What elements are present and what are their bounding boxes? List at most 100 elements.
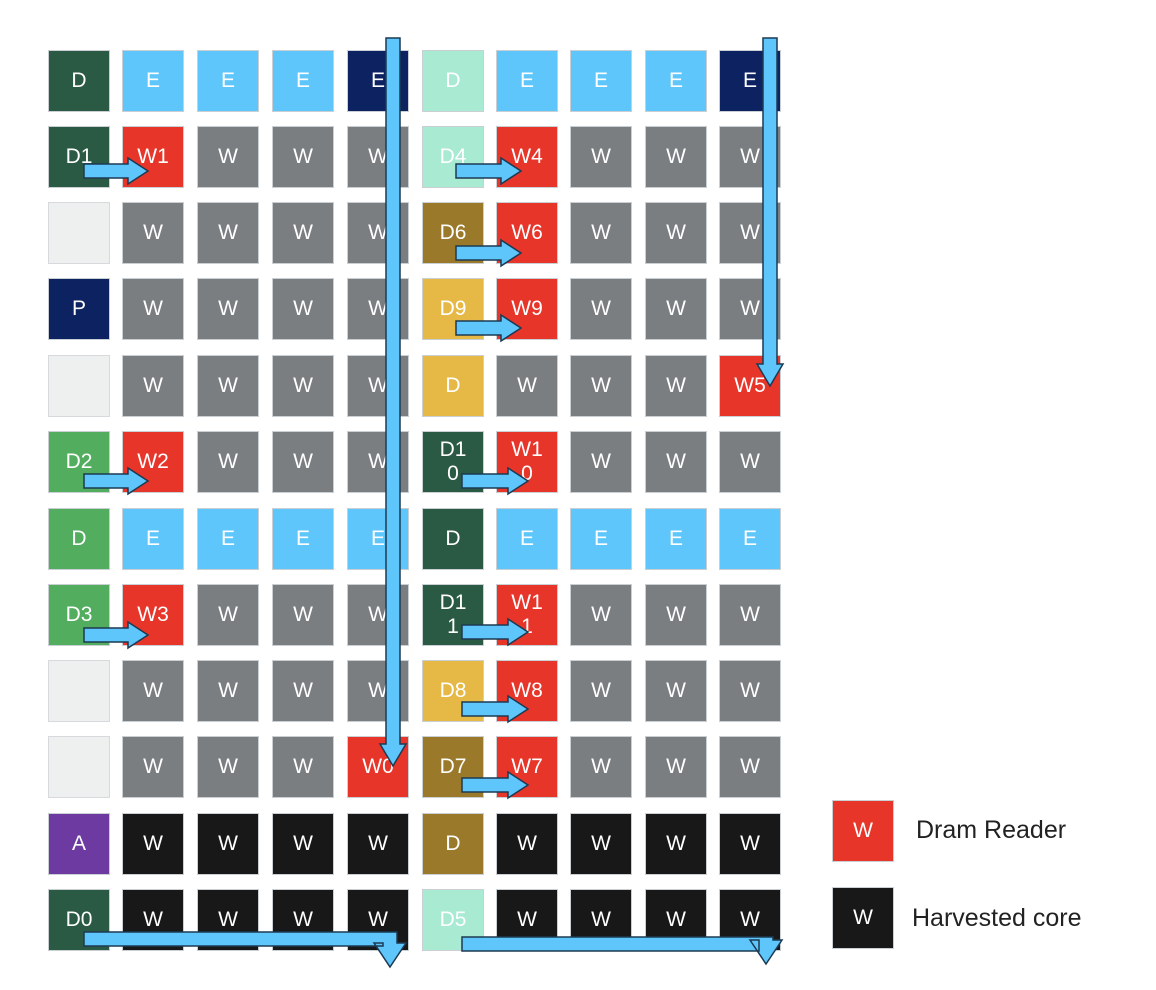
core-label: W5 (734, 374, 766, 397)
core-cell-r10-c4: W (347, 813, 409, 875)
core-label: W4 (511, 145, 543, 168)
core-label: W (591, 450, 611, 473)
core-cell-r2-c7: W (570, 202, 632, 264)
core-cell-r7-c1: W3 (122, 584, 184, 646)
core-label: D7 (439, 755, 467, 778)
core-label: D (445, 69, 461, 92)
core-cell-r8-c8: W (645, 660, 707, 722)
core-cell-r4-c2: W (197, 355, 259, 417)
core-cell-r9-c1: W (122, 736, 184, 798)
core-label: E (220, 69, 235, 92)
core-label: E (145, 527, 160, 550)
core-cell-r7-c8: W (645, 584, 707, 646)
core-cell-r11-c5: D5 (422, 889, 484, 951)
core-label: W (666, 374, 686, 397)
core-label: W (218, 145, 238, 168)
core-cell-r0-c0: D (48, 50, 110, 112)
core-label: W (368, 145, 388, 168)
core-cell-r1-c7: W (570, 126, 632, 188)
core-cell-r5-c1: W2 (122, 431, 184, 493)
core-cell-r0-c8: E (645, 50, 707, 112)
core-cell-r0-c6: E (496, 50, 558, 112)
core-cell-r2-c0 (48, 202, 110, 264)
core-cell-r1-c0: D1 (48, 126, 110, 188)
core-cell-r8-c4: W (347, 660, 409, 722)
core-cell-r11-c3: W (272, 889, 334, 951)
core-label: W7 (511, 755, 543, 778)
core-cell-r4-c5: D (422, 355, 484, 417)
core-cell-r3-c8: W (645, 278, 707, 340)
core-cell-r10-c0: A (48, 813, 110, 875)
core-label: W (293, 374, 313, 397)
core-cell-r10-c6: W (496, 813, 558, 875)
core-cell-r0-c3: E (272, 50, 334, 112)
core-label: D5 (439, 908, 467, 931)
core-cell-r1-c3: W (272, 126, 334, 188)
core-cell-r11-c7: W (570, 889, 632, 951)
core-cell-r4-c6: W (496, 355, 558, 417)
core-label: W (218, 603, 238, 626)
legend-label-harvested-core: Harvested core (912, 904, 1082, 932)
core-label: W (218, 832, 238, 855)
core-label: W (368, 374, 388, 397)
core-cell-r4-c7: W (570, 355, 632, 417)
core-cell-r2-c8: W (645, 202, 707, 264)
core-cell-r7-c9: W (719, 584, 781, 646)
core-cell-r3-c6: W9 (496, 278, 558, 340)
core-label: D (445, 832, 461, 855)
core-label: W (218, 374, 238, 397)
core-cell-r3-c7: W (570, 278, 632, 340)
core-label: W6 (511, 221, 543, 244)
core-label: A (71, 832, 86, 855)
core-cell-r6-c0: D (48, 508, 110, 570)
legend-label-dram-reader: Dram Reader (916, 816, 1067, 844)
core-cell-r5-c3: W (272, 431, 334, 493)
core-cell-r3-c9: W (719, 278, 781, 340)
core-cell-r7-c2: W (197, 584, 259, 646)
core-cell-r1-c4: W (347, 126, 409, 188)
core-label: E (668, 69, 683, 92)
core-label: W (143, 755, 163, 778)
core-label: W (218, 908, 238, 931)
core-cell-r9-c2: W (197, 736, 259, 798)
core-cell-r7-c0: D3 (48, 584, 110, 646)
core-label: W (591, 679, 611, 702)
core-cell-r11-c9: W (719, 889, 781, 951)
core-cell-r2-c9: W (719, 202, 781, 264)
core-label: W (368, 603, 388, 626)
core-cell-r4-c1: W (122, 355, 184, 417)
core-cell-r4-c3: W (272, 355, 334, 417)
core-label: W (368, 297, 388, 320)
core-cell-r5-c2: W (197, 431, 259, 493)
core-cell-r0-c1: E (122, 50, 184, 112)
core-cell-r2-c3: W (272, 202, 334, 264)
core-cell-r2-c5: D6 (422, 202, 484, 264)
core-label: W (666, 450, 686, 473)
core-label: E (370, 527, 385, 550)
core-label: W0 (362, 755, 394, 778)
core-label: D8 (439, 679, 467, 702)
core-label: W (143, 374, 163, 397)
core-label: W (740, 603, 760, 626)
core-label: D1 (65, 145, 93, 168)
legend-swatch-dram-reader: W (832, 800, 894, 862)
core-label: D0 (65, 908, 93, 931)
core-cell-r9-c4: W0 (347, 736, 409, 798)
core-label: W (293, 297, 313, 320)
core-cell-r9-c9: W (719, 736, 781, 798)
core-cell-r3-c5: D9 (422, 278, 484, 340)
core-label: W (517, 832, 537, 855)
core-cell-r1-c8: W (645, 126, 707, 188)
core-label: W (591, 374, 611, 397)
core-label: D (71, 69, 87, 92)
core-label: W (740, 145, 760, 168)
core-label: W (666, 297, 686, 320)
core-label: D (71, 527, 87, 550)
core-label: W (666, 908, 686, 931)
core-cell-r10-c9: W (719, 813, 781, 875)
core-label: E (220, 527, 235, 550)
core-cell-r7-c5: D1 1 (422, 584, 484, 646)
core-label: D1 1 (439, 591, 467, 638)
core-label: W (293, 908, 313, 931)
core-label: W (740, 450, 760, 473)
